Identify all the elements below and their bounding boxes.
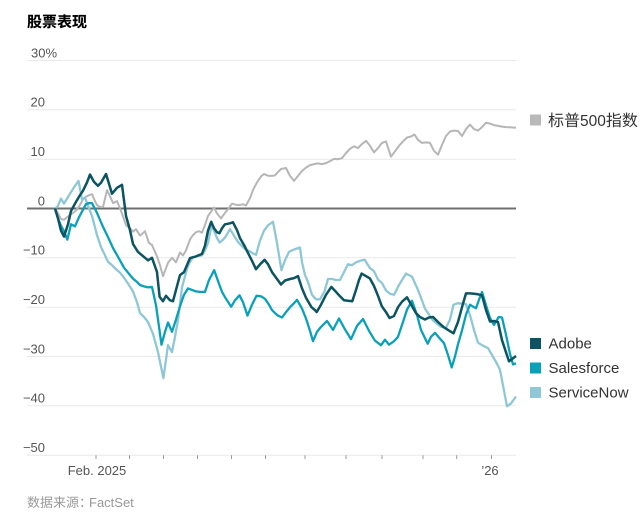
svg-text:Adobe: Adobe <box>549 336 592 353</box>
svg-text:−40: −40 <box>23 391 45 406</box>
svg-text:500: 500 <box>580 113 606 130</box>
svg-text:−50: −50 <box>23 440 45 455</box>
svg-text:Feb. 2025: Feb. 2025 <box>68 463 127 478</box>
svg-text:−10: −10 <box>23 243 45 258</box>
svg-text:ServiceNow: ServiceNow <box>549 385 629 402</box>
svg-text:FactSet: FactSet <box>89 495 134 510</box>
svg-text:Salesforce: Salesforce <box>549 360 620 377</box>
svg-text:0: 0 <box>38 193 45 208</box>
svg-text:30%: 30% <box>31 45 57 60</box>
svg-text:’26: ’26 <box>481 463 498 478</box>
svg-text:−30: −30 <box>23 341 45 356</box>
svg-text:10: 10 <box>31 144 45 159</box>
svg-text:20: 20 <box>31 95 45 110</box>
svg-text:−20: −20 <box>23 292 45 307</box>
